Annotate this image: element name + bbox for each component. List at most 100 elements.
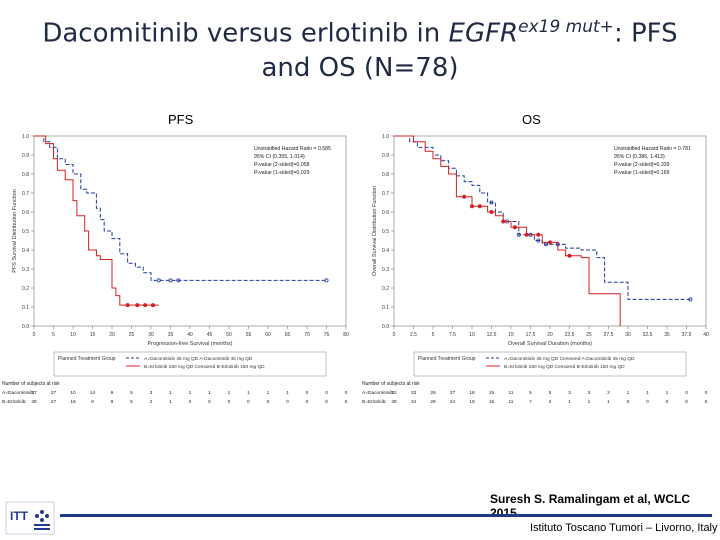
risk-count: 9 [91,399,94,405]
y-tick-label: 0.3 [382,267,389,273]
censor-marker-dacomitinib [324,278,329,283]
risk-count: 1 [189,390,192,396]
x-tick-label: 10 [469,332,475,338]
risk-count: 18 [70,399,76,405]
risk-row-label: A=Dacomitinib: [2,390,34,396]
x-tick-label: 70 [304,332,310,338]
risk-count: 1 [169,399,172,405]
censor-marker-dacomitinib [688,297,693,302]
stats-line: P-value (1-sided)=0.169 [614,170,670,176]
y-axis-label: Overall Survival Distribution Function [372,186,378,276]
legend-box [53,351,327,377]
x-tick-label: 15 [90,332,96,338]
risk-count: 1 [568,399,571,405]
censor-marker-dacomitinib [176,278,181,283]
y-tick-label: 0.2 [22,286,29,292]
risk-count: 0 [705,399,708,405]
stats-line: Unstratified Hazard Ratio = 0.781 [614,146,691,152]
y-tick-label: 0.7 [22,191,29,197]
x-tick-label: 30 [148,332,154,338]
risk-count: 27 [450,390,456,396]
censor-marker-erlotinib [524,232,529,237]
censor-marker-dacomitinib [168,278,173,283]
risk-count: 15 [489,390,495,396]
risk-count: 0 [627,399,630,405]
footer-divider [60,514,712,517]
risk-count: 0 [345,390,348,396]
stats-line: 95% CI (0.355, 1.014) [254,154,305,160]
x-tick-label: 80 [343,332,349,338]
y-tick-label: 0.4 [22,248,29,254]
risk-count: 5 [130,399,133,405]
risk-count: 2 [150,399,153,405]
footer-institution: Istituto Toscano Tumori – Livorno, Italy [530,522,718,534]
title-gene: EGFR [448,18,519,49]
x-tick-label: 10 [70,332,76,338]
risk-count: 0 [208,399,211,405]
km-curve-erlotinib [394,135,621,326]
risk-count: 0 [325,390,328,396]
x-tick-label: 20 [547,332,553,338]
risk-count: 1 [208,390,211,396]
km-curve-dacomitinib [34,135,327,281]
x-tick-label: 5 [52,332,55,338]
x-axis-label: Progression-free Survival (months) [148,341,233,347]
svg-text:ITT: ITT [10,509,29,523]
risk-count: 7 [529,399,532,405]
stats-line: Unstratified Hazard Ratio = 0.585 [254,146,331,152]
censor-marker-erlotinib [135,303,140,308]
title-text-end: : PFS [613,18,678,49]
risk-count: 18 [469,399,475,405]
pfs-panel-label: PFS [168,112,194,127]
risk-count: 1 [607,399,610,405]
risk-count: 2 [549,399,552,405]
x-tick-label: 17.5 [526,332,536,338]
stats-line: 95% CI (0.386, 1.413) [614,154,665,160]
risk-count: 0 [267,399,270,405]
risk-count: 0 [666,399,669,405]
risk-count: 1 [286,390,289,396]
risk-count: 1 [247,390,250,396]
risk-count: 1 [228,390,231,396]
censor-marker-dacomitinib [489,200,494,205]
risk-count: 0 [685,390,688,396]
risk-count: 33 [411,390,417,396]
risk-count: 3 [568,390,571,396]
x-tick-label: 40 [187,332,193,338]
y-tick-label: 0.8 [22,172,29,178]
censor-marker-dacomitinib [156,278,161,283]
x-tick-label: 25 [129,332,135,338]
risk-count: 2 [607,390,610,396]
risk-count: 0 [306,399,309,405]
risk-count: 0 [228,399,231,405]
censor-marker-erlotinib [150,303,155,308]
title-superscript: ex19 mut+ [518,17,614,37]
risk-count: 38 [31,399,37,405]
x-tick-label: 60 [265,332,271,338]
os-chart: 0.0 0.1 0.2 0.3 0.4 0.5 0.6 0.7 0.8 0.9 1.0 0 2.5 5 7.… [362,134,709,405]
y-tick-label: 0.8 [382,172,389,178]
censor-marker-erlotinib [489,210,494,214]
km-curve-erlotinib [34,135,159,306]
slide-title: Dacomitinib versus erlotinib in EGFRex19… [0,10,720,85]
legend-title: Planned Treatment Group [418,356,476,362]
risk-count: 1 [588,399,591,405]
risk-count: 10 [70,390,76,396]
x-tick-label: 37.5 [682,332,692,338]
risk-count: 29 [430,399,436,405]
km-curve-dacomitinib [394,135,691,300]
risk-count: 1 [627,390,630,396]
risk-count: 1 [646,390,649,396]
risk-count: 11 [509,399,514,405]
title-line2: and OS (N=78) [261,52,459,83]
legend-entry: B=Erlotinib 150 mg QD Censored B-Erlotin… [504,364,625,370]
censor-marker-erlotinib [470,204,474,209]
risk-count: 5 [130,390,133,396]
y-axis-label: PFS Survival Distribution Function [12,189,18,272]
y-tick-label: 0.6 [22,210,29,216]
censor-marker-erlotinib [501,219,506,224]
x-tick-label: 15 [508,332,514,338]
y-tick-label: 0.5 [22,229,29,235]
x-tick-label: 75 [324,332,330,338]
y-tick-label: 0.0 [22,324,29,330]
